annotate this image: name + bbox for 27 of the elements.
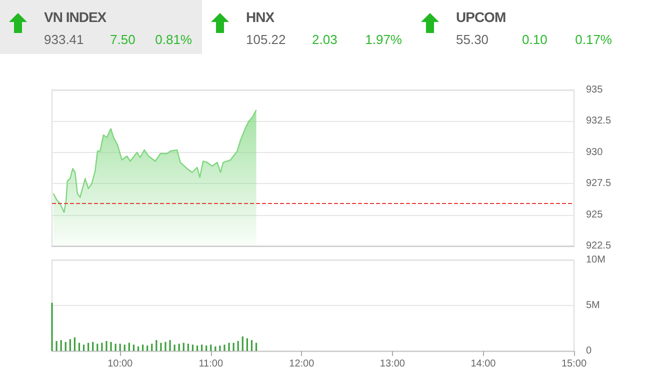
text: 0.10: [522, 32, 548, 47]
text: 1.97%: [365, 32, 402, 47]
text: 55.30: [456, 32, 489, 47]
text: 0.17%: [575, 32, 612, 47]
text: 7.50: [110, 32, 136, 47]
y-tick-label: 10M: [586, 254, 606, 266]
y-tick-label: 925: [586, 209, 604, 220]
x-tick-label: 11:00: [198, 358, 224, 370]
x-tick-label: 13:00: [380, 358, 406, 370]
y-tick-label: 930: [586, 146, 604, 158]
text: 105.22: [246, 32, 286, 47]
y-tick-label: 935: [586, 84, 604, 96]
text: VN INDEX: [44, 9, 106, 25]
text: UPCOM: [456, 9, 506, 25]
y-tick-label: 932.5: [586, 116, 612, 127]
x-tick-label: 10:00: [108, 358, 134, 370]
y-tick-label: 927.5: [586, 178, 612, 190]
text: HNX: [246, 9, 274, 25]
x-tick-label: 12:00: [289, 358, 315, 370]
x-tick-label: 15:00: [561, 358, 587, 370]
text: 0.81%: [155, 32, 192, 47]
text: 2.03: [312, 32, 338, 47]
y-tick-label: 0: [586, 346, 592, 356]
text: 933.41: [44, 32, 84, 47]
y-tick-label: 5M: [586, 300, 600, 311]
y-tick-label: 922.5: [586, 240, 612, 252]
x-tick-label: 14:00: [470, 358, 496, 370]
